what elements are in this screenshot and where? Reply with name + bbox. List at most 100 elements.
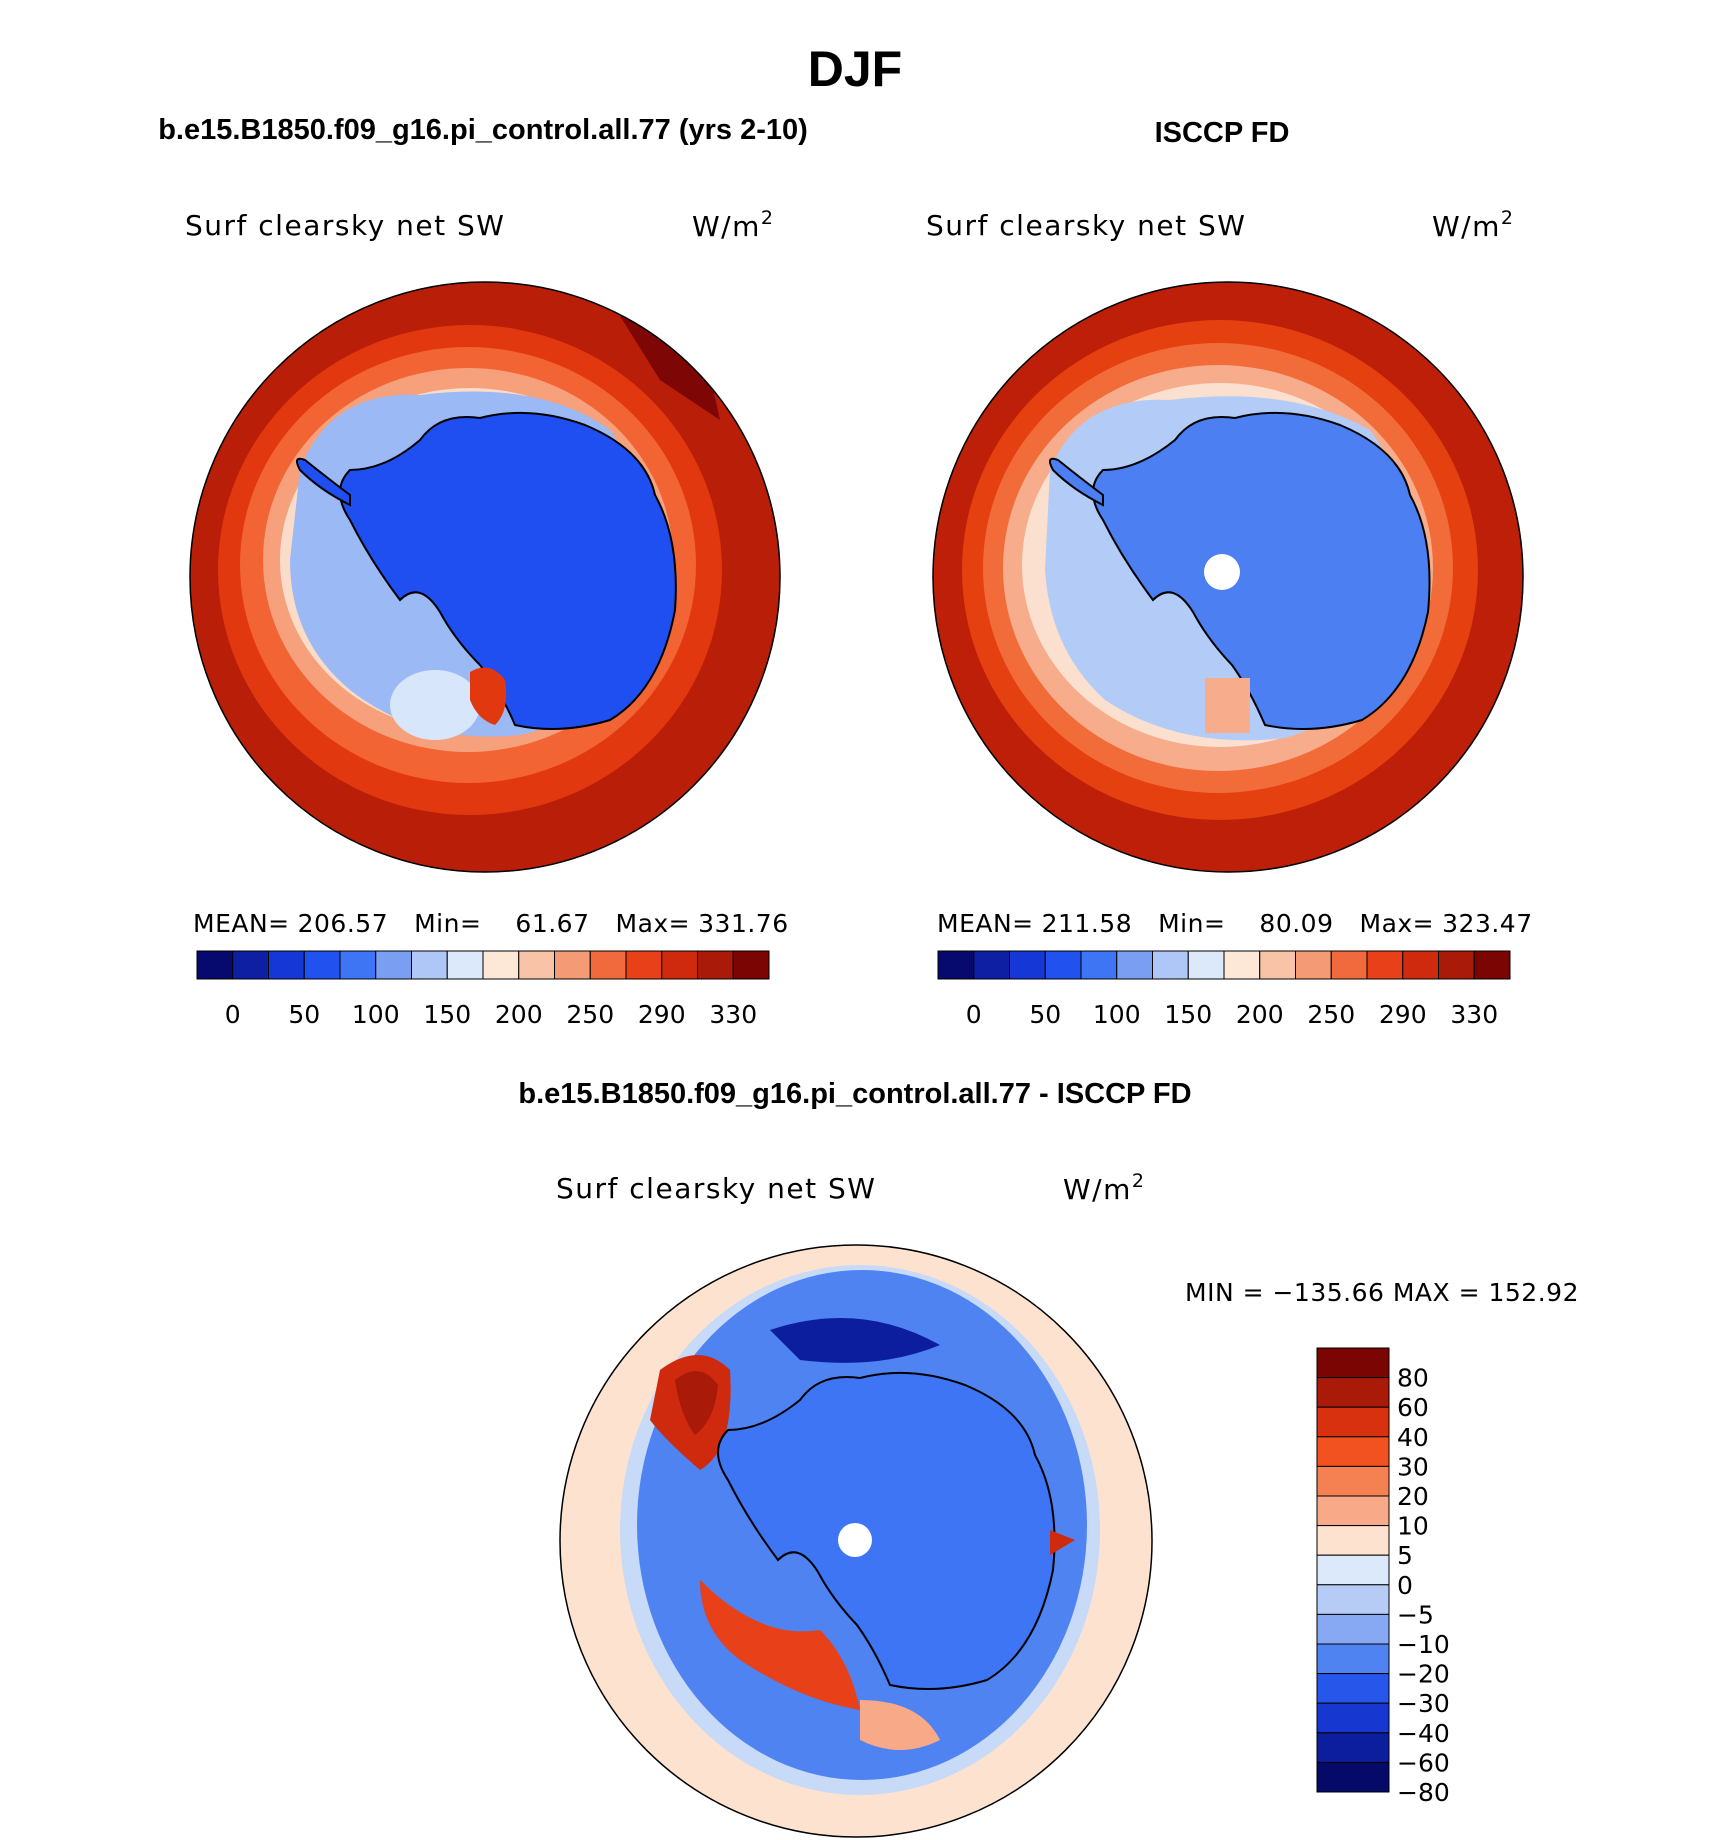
obs-colorbar-swatch-15 — [1473, 950, 1511, 980]
diff-colorbar-swatch-3 — [1316, 1436, 1390, 1467]
diff-colorbar-tick-label: 10 — [1397, 1512, 1429, 1541]
obs-units-label: W/m2 — [1432, 207, 1515, 243]
diff-colorbar-tick-label: 30 — [1397, 1452, 1429, 1481]
diff-colorbar-tick-label: 80 — [1397, 1364, 1429, 1393]
diff-colorbar-swatch-10 — [1316, 1643, 1390, 1675]
diff-minmax: MIN = −135.66 MAX = 152.92 — [1185, 1278, 1579, 1307]
diff-colorbar-swatch-9 — [1316, 1613, 1390, 1645]
obs-map — [933, 282, 1523, 872]
diff-colorbar-swatch-0 — [1316, 1347, 1390, 1379]
obs-colorbar-swatch-3 — [1044, 950, 1082, 980]
model-variable-label: Surf clearsky net SW — [185, 209, 505, 242]
model-colorbar-tick-label: 250 — [566, 1000, 614, 1029]
model-colorbar-tick-label: 290 — [638, 1000, 686, 1029]
diff-colorbar-tick-label: 20 — [1397, 1482, 1429, 1511]
obs-colorbar-swatch-12 — [1366, 950, 1404, 980]
obs-pole-hole — [1204, 554, 1240, 590]
diff-colorbar-tick-label: −20 — [1397, 1660, 1450, 1689]
model-units-label: W/m2 — [692, 207, 775, 243]
diff-colorbar-swatch-4 — [1316, 1465, 1390, 1497]
obs-colorbar-swatch-13 — [1402, 950, 1439, 980]
diff-case-title: b.e15.B1850.f09_g16.pi_control.all.77 - … — [518, 1078, 1191, 1110]
obs-colorbar-tick-label: 100 — [1093, 1000, 1141, 1029]
model-colorbar-swatch-12 — [625, 950, 663, 980]
model-colorbar-tick-label: 150 — [423, 1000, 471, 1029]
model-peninsula — [295, 457, 351, 507]
obs-colorbar-tick-label: 200 — [1236, 1000, 1284, 1029]
obs-ross-patch — [1205, 678, 1250, 733]
obs-map-border — [932, 281, 1524, 873]
diff-antarctica — [717, 1371, 1056, 1690]
diff-map — [560, 1245, 1152, 1837]
obs-panel: ISCCP FD Surf clearsky net SW W/m2 MEAN=… — [926, 117, 1533, 1029]
diff-colorbar-swatch-1 — [1316, 1377, 1390, 1408]
diff-colorbar-tick-label: −40 — [1397, 1719, 1450, 1748]
model-colorbar-swatch-7 — [446, 950, 484, 980]
model-map — [190, 282, 780, 872]
model-colorbar-swatch-1 — [232, 950, 269, 980]
obs-colorbar-swatch-7 — [1187, 950, 1225, 980]
obs-peninsula — [1048, 457, 1104, 507]
model-colorbar-swatch-2 — [268, 950, 305, 980]
model-colorbar-swatch-14 — [697, 950, 734, 980]
model-stats: MEAN= 206.57 Min= 61.67 Max= 331.76 — [193, 909, 789, 938]
model-colorbar-tick-label: 330 — [709, 1000, 757, 1029]
diff-colorbar-tick-label: −80 — [1397, 1778, 1450, 1807]
diff-colorbar-swatch-8 — [1316, 1584, 1390, 1615]
diff-colorbar-swatch-14 — [1316, 1761, 1390, 1793]
obs-antarctica — [1092, 411, 1431, 730]
model-map-border — [189, 281, 781, 873]
obs-colorbar-tick-label: 50 — [1029, 1000, 1061, 1029]
model-colorbar-swatch-15 — [732, 950, 770, 980]
model-colorbar-tick-label: 50 — [288, 1000, 320, 1029]
diff-colorbar-tick-label: 60 — [1397, 1393, 1429, 1422]
model-colorbar-swatch-9 — [518, 950, 555, 980]
model-case-title: b.e15.B1850.f09_g16.pi_control.all.77 (y… — [158, 114, 808, 146]
diff-variable-label: Surf clearsky net SW — [556, 1172, 876, 1205]
diff-colorbar-tick-label: −30 — [1397, 1689, 1450, 1718]
diff-colorbar-swatch-11 — [1316, 1673, 1390, 1704]
model-colorbar-swatch-3 — [303, 950, 341, 980]
obs-colorbar-swatch-14 — [1438, 950, 1475, 980]
model-colorbar-swatch-11 — [589, 950, 627, 980]
obs-colorbar-tick-label: 150 — [1164, 1000, 1212, 1029]
diff-panel: b.e15.B1850.f09_g16.pi_control.all.77 - … — [518, 1078, 1579, 1838]
obs-case-title: ISCCP FD — [1155, 117, 1290, 149]
diff-colorbar-swatch-13 — [1316, 1732, 1390, 1763]
model-colorbar: 0 50 100 150 200 250 290 330 — [196, 950, 770, 1029]
diff-colorbar-tick-label: 40 — [1397, 1423, 1429, 1452]
diff-colorbar-tick-label: 0 — [1397, 1571, 1413, 1600]
figure-title: DJF — [808, 41, 902, 97]
diff-colorbar-swatch-2 — [1316, 1406, 1390, 1438]
diff-colorbar-tick-label: −5 — [1397, 1600, 1434, 1629]
obs-colorbar-tick-label: 290 — [1379, 1000, 1427, 1029]
diff-dark-blue-north — [770, 1318, 940, 1363]
diff-pole-hole — [838, 1523, 872, 1557]
model-weddell-pale — [390, 670, 480, 740]
model-panel: b.e15.B1850.f09_g16.pi_control.all.77 (y… — [158, 114, 808, 1029]
diff-colorbar-swatch-12 — [1316, 1702, 1390, 1734]
diff-map-border — [559, 1244, 1153, 1838]
diff-colorbar-swatch-5 — [1316, 1495, 1390, 1527]
model-colorbar-swatch-4 — [339, 950, 377, 980]
obs-colorbar-swatch-5 — [1116, 950, 1153, 980]
obs-colorbar-tick-label: 250 — [1307, 1000, 1355, 1029]
obs-colorbar-swatch-4 — [1080, 950, 1118, 980]
diff-units-label: W/m2 — [1063, 1170, 1146, 1206]
obs-colorbar-swatch-6 — [1152, 950, 1189, 980]
model-colorbar-swatch-10 — [554, 950, 591, 980]
diff-red-east — [1050, 1530, 1075, 1555]
obs-colorbar-swatch-2 — [1009, 950, 1046, 980]
model-colorbar-tick-label: 0 — [225, 1000, 241, 1029]
model-colorbar-tick-label: 200 — [495, 1000, 543, 1029]
model-colorbar-swatch-13 — [661, 950, 698, 980]
diff-colorbar-swatch-7 — [1316, 1554, 1390, 1586]
diff-red-ross — [700, 1580, 860, 1710]
obs-colorbar-swatch-9 — [1259, 950, 1296, 980]
diff-colorbar-tick-label: −60 — [1397, 1748, 1450, 1777]
diff-colorbar-tick-label: 5 — [1397, 1541, 1413, 1570]
obs-stats: MEAN= 211.58 Min= 80.09 Max= 323.47 — [937, 909, 1533, 938]
model-colorbar-swatch-6 — [411, 950, 448, 980]
model-colorbar-tick-label: 100 — [352, 1000, 400, 1029]
